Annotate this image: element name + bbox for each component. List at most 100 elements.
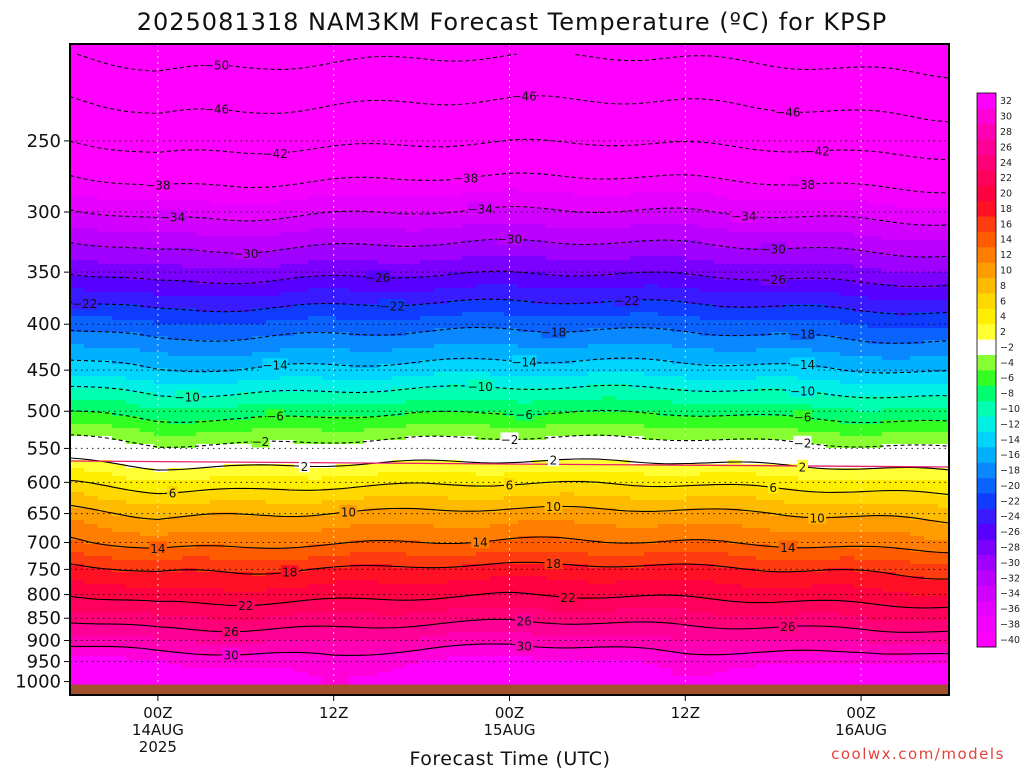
contour-line xyxy=(70,206,949,226)
contour-label: 6 xyxy=(769,481,777,495)
contour-label: 6 xyxy=(506,479,514,493)
colorbar-label: −40 xyxy=(1000,635,1020,646)
colorbar-swatch xyxy=(977,108,996,125)
y-tick-label: 850 xyxy=(27,608,61,629)
contour-label: −46 xyxy=(775,106,800,120)
colorbar-swatch xyxy=(977,585,996,602)
colorbar-swatch xyxy=(977,123,996,140)
colorbar-label: 14 xyxy=(1000,235,1012,246)
colorbar-label: −34 xyxy=(1000,589,1020,600)
colorbar-swatch xyxy=(977,462,996,479)
colorbar-swatch xyxy=(977,262,996,279)
contour-label: 22 xyxy=(238,599,253,613)
x-tick-label: 00Z xyxy=(143,704,172,722)
colorbar-label: 20 xyxy=(1000,189,1012,200)
colorbar-label: −28 xyxy=(1000,542,1020,553)
colorbar-swatch xyxy=(977,477,996,494)
contour-line xyxy=(70,618,949,633)
contour-label: 6 xyxy=(169,486,177,500)
colorbar-label: 30 xyxy=(1000,112,1012,123)
contour-label: 26 xyxy=(224,625,239,639)
colorbar-swatch xyxy=(977,631,996,648)
y-tick-label: 750 xyxy=(27,559,61,580)
y-tick-label: 800 xyxy=(27,585,61,606)
y-tick-label: 500 xyxy=(27,401,61,422)
colorbar-label: −12 xyxy=(1000,419,1020,430)
colorbar-swatch xyxy=(977,493,996,509)
contour-label: −2 xyxy=(501,433,519,447)
contour-label: 30 xyxy=(517,639,532,653)
contour-label: −30 xyxy=(233,247,258,261)
colorbar-swatch xyxy=(977,370,996,386)
contour-label: 22 xyxy=(560,591,575,605)
colorbar-label: 10 xyxy=(1000,265,1012,276)
colorbar-swatch xyxy=(977,308,996,325)
contour-label: −14 xyxy=(511,356,536,370)
colorbar-swatch xyxy=(977,570,996,586)
colorbar-label: −10 xyxy=(1000,404,1020,415)
contour-label: −46 xyxy=(511,90,536,104)
colorbar-label: −4 xyxy=(1000,358,1014,369)
contour-label: −38 xyxy=(790,178,815,192)
colorbar-swatch xyxy=(977,508,996,525)
colorbar-swatch xyxy=(977,554,996,571)
contour-label: −38 xyxy=(453,172,478,186)
colorbar-label: −30 xyxy=(1000,558,1020,569)
y-tick-label: 550 xyxy=(27,438,61,459)
contour-label: −6 xyxy=(515,408,533,422)
y-tick-label: 400 xyxy=(27,314,61,335)
x-tick-label: 12Z xyxy=(319,704,348,722)
colorbar-swatch xyxy=(977,523,996,540)
contour-label: −2 xyxy=(252,435,270,449)
contour-label: −30 xyxy=(497,232,522,246)
contour-label: −30 xyxy=(761,243,786,257)
contour-label: −14 xyxy=(262,359,287,373)
ground-shading xyxy=(70,684,949,695)
contour-label: −34 xyxy=(160,210,185,224)
colorbar-label: −20 xyxy=(1000,481,1020,492)
contour-line xyxy=(70,504,949,524)
colorbar-label: 2 xyxy=(1000,327,1006,338)
y-tick-label: 650 xyxy=(27,504,61,525)
colorbar-label: −6 xyxy=(1000,373,1014,384)
contour-label: 2 xyxy=(550,454,558,468)
contour-label: 14 xyxy=(150,542,165,556)
colorbar-swatch xyxy=(977,200,996,217)
colorbar-swatch xyxy=(977,354,996,371)
colorbar-swatch xyxy=(977,446,996,463)
contour-label: −42 xyxy=(804,145,829,159)
colorbar-swatch xyxy=(977,216,996,232)
x-tick-label: 12Z xyxy=(671,704,700,722)
contour-label: 2 xyxy=(799,460,807,474)
y-tick-label: 600 xyxy=(27,472,61,493)
y-tick-label: 900 xyxy=(27,630,61,651)
colorbar-swatch xyxy=(977,293,996,309)
colorbar-swatch xyxy=(977,93,996,109)
colorbar-label: −38 xyxy=(1000,619,1020,630)
colorbar-label: 18 xyxy=(1000,204,1012,215)
x-tick-label: 14AUG xyxy=(132,721,184,739)
colorbar-label: 12 xyxy=(1000,250,1012,261)
colorbar-swatch xyxy=(977,246,996,263)
colorbar-label: −36 xyxy=(1000,604,1020,615)
colorbar-swatch xyxy=(977,339,996,356)
contour-label: 14 xyxy=(473,536,488,550)
contour-line xyxy=(70,591,949,609)
contour-label: −34 xyxy=(468,202,493,216)
contour-label: −26 xyxy=(365,271,390,285)
contour-line xyxy=(70,326,949,344)
contour-line xyxy=(70,561,949,580)
contour-label: −6 xyxy=(794,411,812,425)
contour-label: −10 xyxy=(790,385,815,399)
colorbar-swatch xyxy=(977,154,996,171)
colorbar-label: −22 xyxy=(1000,496,1020,507)
contour-label: −22 xyxy=(614,294,639,308)
contour-line xyxy=(70,138,949,161)
colorbar-label: 24 xyxy=(1000,158,1012,169)
colorbar-swatch xyxy=(977,400,996,417)
contour-label: 14 xyxy=(780,541,795,555)
y-tick-label: 350 xyxy=(27,262,61,283)
contour-label: −22 xyxy=(380,299,405,313)
x-tick-label: 16AUG xyxy=(835,721,887,739)
